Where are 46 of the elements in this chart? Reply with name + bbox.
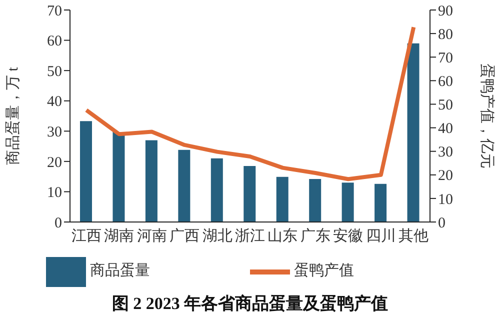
x-tick-label: 湖北 — [202, 228, 232, 245]
y2-tick-label: 0 — [438, 215, 446, 232]
y2-tick-label: 90 — [438, 3, 453, 20]
y2-tick-label: 50 — [438, 98, 453, 114]
y-tick-label: 20 — [47, 154, 62, 171]
line-series — [84, 25, 416, 182]
x-tick-label: 河南 — [136, 228, 167, 245]
y2-tick-label: 80 — [438, 26, 453, 43]
y2-tick-label: 60 — [438, 74, 453, 90]
bar — [112, 132, 125, 222]
bar — [178, 150, 190, 222]
x-tick-label: 江西 — [71, 228, 102, 245]
x-tick-label: 广西 — [170, 228, 200, 245]
bar — [342, 182, 354, 222]
y2-tick-label: 40 — [438, 121, 453, 138]
y-tick-label: 0 — [54, 215, 62, 232]
y-tick-label: 40 — [47, 94, 62, 110]
y2-tick-label: 70 — [438, 50, 453, 66]
y2-axis-title: 蛋鸭产值，亿元 — [478, 64, 496, 168]
x-tick-label: 山东 — [268, 228, 298, 245]
x-tick-label: 四川 — [366, 228, 396, 245]
y2-tick-label: 10 — [438, 192, 453, 208]
bar — [210, 158, 223, 222]
bar — [309, 178, 322, 222]
y-tick-label: 50 — [47, 64, 62, 80]
bar — [145, 140, 158, 222]
x-tick-label: 安徽 — [333, 228, 364, 245]
text: 图 2 2023 年各省商品蛋量及蛋鸭产值 — [110, 293, 390, 315]
y-tick-label: 30 — [47, 124, 62, 140]
y-tick-label: 70 — [47, 3, 62, 20]
bar — [276, 176, 288, 222]
y2-tick-label: 30 — [438, 144, 453, 161]
bar — [374, 184, 387, 222]
legend-label: 商品蛋量 — [90, 263, 150, 280]
x-tick-label: 广东 — [300, 228, 330, 245]
bar — [244, 166, 256, 222]
bar — [80, 121, 92, 222]
y2-tick-label: 20 — [438, 168, 453, 184]
bar — [407, 43, 420, 222]
x-tick-label: 浙江 — [235, 228, 265, 245]
legend-label: 蛋鸭产值 — [294, 263, 354, 280]
x-tick-label: 其他 — [398, 228, 429, 245]
x-tick-label: 湖南 — [104, 228, 134, 245]
y-tick-label: 60 — [47, 34, 62, 50]
y-tick-label: 10 — [47, 185, 62, 202]
y-axis-title: 商品蛋量，万 t — [4, 66, 22, 165]
